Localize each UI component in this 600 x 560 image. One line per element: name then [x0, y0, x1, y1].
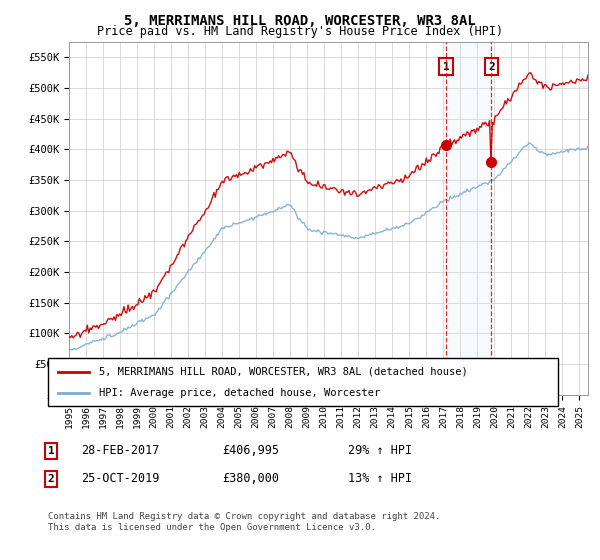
Text: 1: 1 [47, 446, 55, 456]
Text: 29% ↑ HPI: 29% ↑ HPI [348, 444, 412, 458]
Text: 28-FEB-2017: 28-FEB-2017 [81, 444, 160, 458]
Text: 5, MERRIMANS HILL ROAD, WORCESTER, WR3 8AL: 5, MERRIMANS HILL ROAD, WORCESTER, WR3 8… [124, 14, 476, 28]
Bar [446, 42, 491, 395]
Text: Price paid vs. HM Land Registry's House Price Index (HPI): Price paid vs. HM Land Registry's House … [97, 25, 503, 38]
Text: 13% ↑ HPI: 13% ↑ HPI [348, 472, 412, 486]
Text: Contains HM Land Registry data © Crown copyright and database right 2024.
This d: Contains HM Land Registry data © Crown c… [48, 512, 440, 532]
Text: 2: 2 [488, 62, 495, 72]
Text: £406,995: £406,995 [222, 444, 279, 458]
Text: £380,000: £380,000 [222, 472, 279, 486]
Text: HPI: Average price, detached house, Worcester: HPI: Average price, detached house, Worc… [99, 388, 380, 398]
Text: 2: 2 [47, 474, 55, 484]
Text: 25-OCT-2019: 25-OCT-2019 [81, 472, 160, 486]
FancyBboxPatch shape [48, 358, 558, 406]
Text: 5, MERRIMANS HILL ROAD, WORCESTER, WR3 8AL (detached house): 5, MERRIMANS HILL ROAD, WORCESTER, WR3 8… [99, 367, 468, 377]
Text: 1: 1 [443, 62, 449, 72]
